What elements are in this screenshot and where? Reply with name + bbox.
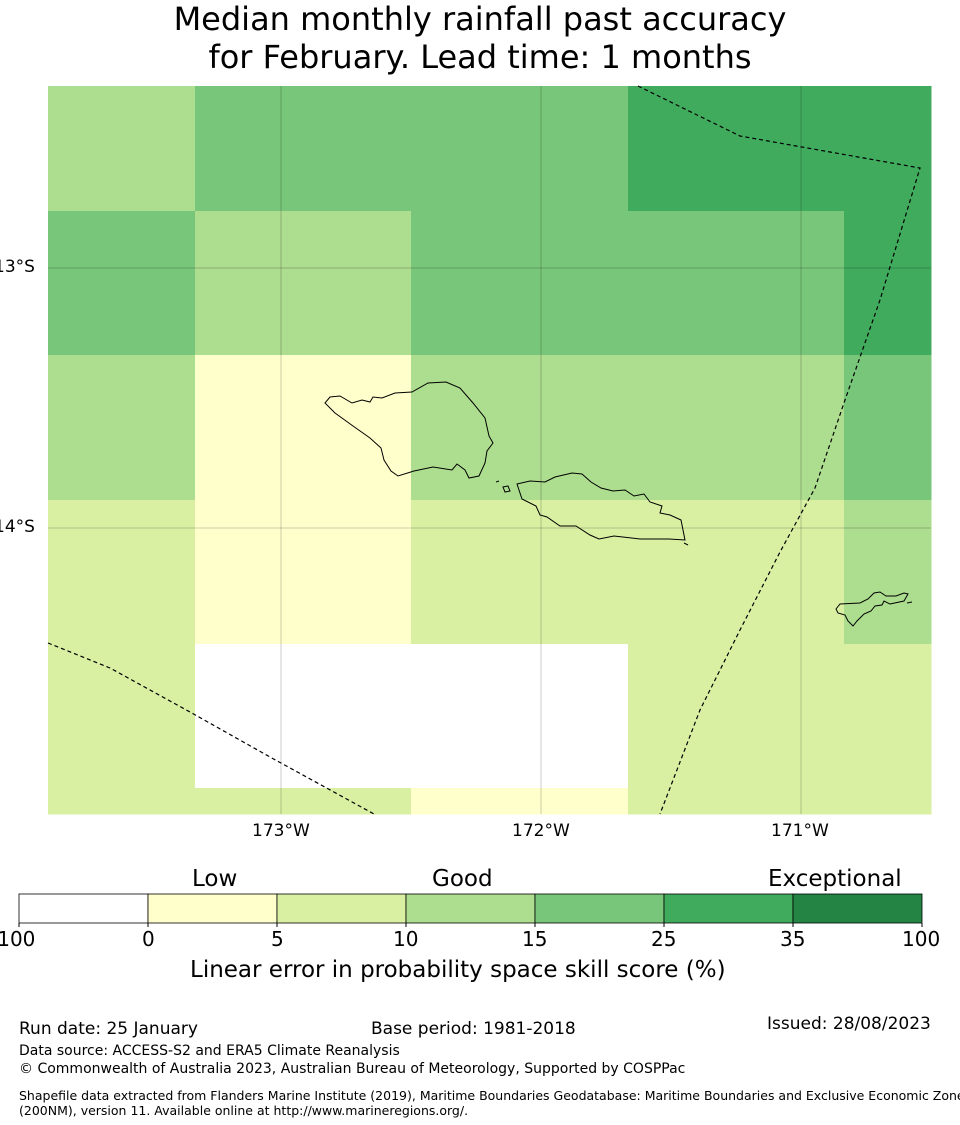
shapefile-credit-line-1: Shapefile data extracted from Flanders M…: [19, 1088, 960, 1103]
lon-label-171w: 171°W: [771, 821, 829, 841]
skill-grid: [48, 86, 932, 815]
graticule: [48, 86, 931, 814]
colorbar-segment-3: [405, 893, 536, 924]
tutuila-coastline: [835, 591, 909, 627]
legend-category-low: Low: [192, 866, 238, 892]
eez-boundary-northeast: [637, 85, 921, 815]
grid-cell-4-4: [844, 644, 932, 789]
legend-tick-25: 25: [651, 927, 677, 951]
grid-cell-4-0: [48, 644, 196, 789]
aunuu-islet: [906, 601, 913, 604]
grid-cell-4-2: [411, 644, 629, 789]
coastlines: [324, 381, 913, 627]
lat-label-13s: 13°S: [0, 257, 35, 277]
legend-tick-0: 0: [142, 927, 155, 951]
legend-tick-10: 10: [393, 927, 419, 951]
grid-cell-2-0: [48, 355, 196, 501]
legend-tick-5: 5: [271, 927, 284, 951]
grid-cell-1-2: [411, 211, 629, 356]
data-source: Data source: ACCESS-S2 and ERA5 Climate …: [19, 1043, 400, 1059]
upolu-tail: [683, 542, 689, 546]
upolu-coastline: [516, 472, 686, 541]
run-date: Run date: 25 January: [19, 1019, 198, 1039]
copyright: © Commonwealth of Australia 2023, Austra…: [19, 1061, 686, 1077]
grid-cell-2-4: [844, 355, 932, 501]
colorbar-segment-5: [663, 893, 794, 924]
manono-islet: [502, 485, 511, 493]
grid-cell-2-1: [195, 355, 412, 501]
grid-cell-5-0: [48, 788, 196, 815]
eez-boundaries: [47, 85, 921, 815]
grid-cell-3-2: [411, 500, 629, 645]
lon-label-172w: 172°W: [512, 821, 570, 841]
grid-cell-0-2: [411, 86, 629, 212]
lon-label-173w: 173°W: [252, 821, 310, 841]
grid-cell-5-4: [844, 788, 932, 815]
grid-cell-1-4: [844, 211, 932, 356]
grid-cell-2-3: [628, 355, 845, 501]
colorbar-segment-1: [147, 893, 278, 924]
eez-boundary-southwest: [47, 642, 375, 815]
grid-cell-0-1: [195, 86, 412, 212]
savaii-coastline: [324, 381, 494, 479]
grid-cell-3-3: [628, 500, 845, 645]
colorbar-segment-0: [18, 893, 149, 924]
apolima-islet: [495, 480, 500, 483]
grid-cell-0-4: [844, 86, 932, 212]
grid-cell-1-0: [48, 211, 196, 356]
colorbar-segment-2: [276, 893, 407, 924]
title-line-1: Median monthly rainfall past accuracy: [173, 0, 787, 38]
grid-cell-3-4: [844, 500, 932, 645]
title-line-2: for February. Lead time: 1 months: [208, 38, 752, 76]
grid-cell-3-1: [195, 500, 412, 645]
base-period: Base period: 1981-2018: [371, 1019, 576, 1039]
grid-cell-0-0: [48, 86, 196, 212]
grid-cell-4-1: [195, 644, 412, 789]
grid-cell-1-3: [628, 211, 845, 356]
legend-tick-100: 100: [902, 927, 941, 951]
shapefile-credit-line-2: (200NM), version 11. Available online at…: [19, 1103, 469, 1118]
colorbar-title: Linear error in probability space skill …: [190, 957, 726, 983]
legend-category-exceptional: Exceptional: [768, 866, 902, 892]
colorbar: [18, 893, 923, 927]
colorbar-segment-4: [534, 893, 665, 924]
legend-tick-15: 15: [522, 927, 548, 951]
chart-title: Median monthly rainfall past accuracy fo…: [0, 0, 960, 76]
issued-date: Issued: 28/08/2023: [767, 1014, 931, 1034]
lat-label-14s: 14°S: [0, 517, 35, 537]
grid-cell-1-1: [195, 211, 412, 356]
grid-cell-4-3: [628, 644, 845, 789]
grid-cell-3-0: [48, 500, 196, 645]
grid-cell-0-3: [628, 86, 845, 212]
legend-tick-35: 35: [780, 927, 806, 951]
grid-cell-2-2: [411, 355, 629, 501]
legend-tick-minus100: -100: [0, 927, 36, 951]
grid-cell-5-1: [195, 788, 412, 815]
colorbar-segment-6: [792, 893, 923, 924]
legend-category-good: Good: [432, 866, 493, 892]
grid-cell-5-3: [628, 788, 845, 815]
grid-cell-5-2: [411, 788, 629, 815]
